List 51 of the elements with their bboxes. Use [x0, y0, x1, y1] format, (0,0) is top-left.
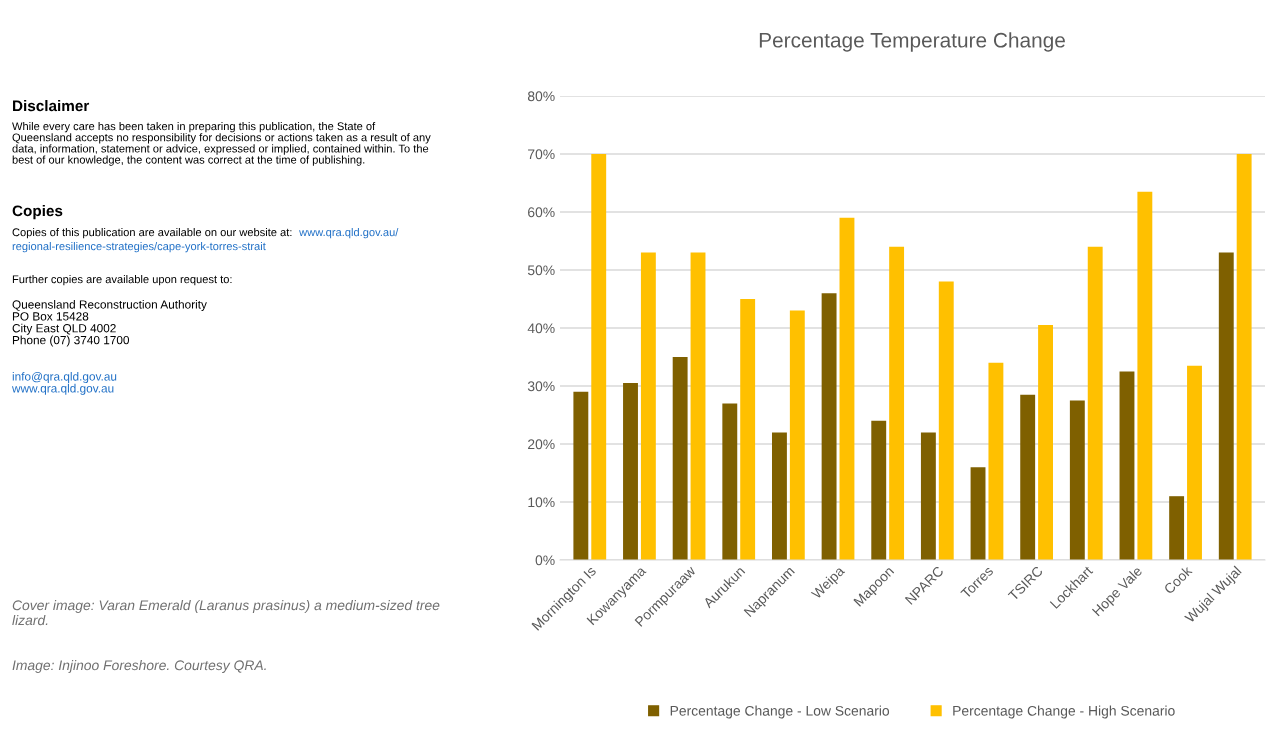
bar: [1087, 246, 1103, 560]
bar: [988, 362, 1004, 560]
bar: [1218, 252, 1234, 560]
bar: [672, 357, 688, 560]
y-tick-label: 50%: [527, 265, 555, 276]
bar: [1236, 154, 1252, 560]
bar: [623, 383, 638, 560]
bar: [839, 217, 855, 560]
text: Image: Injinoo Foreshore. Courtesy QRA.: [12, 660, 266, 673]
text: Disclaimer: [13, 100, 90, 112]
y-tick-label: 0%: [535, 555, 555, 566]
bar: [1038, 325, 1053, 560]
text: Copies of this publication are available on our website at:: [12, 228, 292, 239]
bar: [690, 252, 706, 560]
bar: [938, 281, 954, 560]
text: www.qra.qld.gov.au/: [299, 228, 399, 239]
y-tick-label: 40%: [527, 323, 555, 334]
text: Further copies are available upon request to:: [12, 275, 232, 286]
bar: [640, 252, 656, 560]
y-tick-label: 30%: [527, 381, 555, 392]
bar: [821, 293, 837, 560]
bar: [1187, 365, 1202, 560]
y-tick-label: 60%: [528, 207, 555, 218]
text: regional-resilience-strategies/cape-york-torres-strait: [12, 242, 266, 253]
bar: [871, 420, 887, 560]
legend-label: Percentage Change - High Scenario: [953, 705, 1175, 719]
y-tick-label: 10%: [528, 497, 555, 508]
bar: [722, 403, 738, 560]
bar: [740, 299, 756, 560]
y-tick-label: 80%: [527, 91, 555, 102]
chart-title: Percentage Temperature Change: [759, 32, 1065, 52]
text: Queensland Reconstruction Authority PO Box 15428 City East QLD 4002 Phone (07) 3740 1700: [12, 300, 207, 347]
y-tick-label: 70%: [528, 149, 555, 160]
bar: [591, 154, 607, 560]
bar: [920, 432, 936, 560]
text: info@qra.qld.gov.au www.qra.qld.gov.au: [11, 372, 117, 395]
legend-label: Percentage Change - Low Scenario: [670, 705, 890, 719]
text: Copies: [12, 205, 63, 220]
text: Cover image: Varan Emerald (Laranus prasinus) a medium-sized tree lizard.: [12, 600, 440, 626]
bar: [1020, 394, 1036, 560]
text: While every care has been taken in preparing this publication, the State of Queensland accepts no responsibility for decisions or actions taken as a result of any data, information, statement or advice, expressed or implied, contained within. To the best of our knowledge, the content was correct at the time of publishing.: [12, 122, 431, 166]
bar: [573, 391, 589, 560]
bar: [772, 432, 787, 560]
bar: [889, 246, 905, 560]
bar: [970, 467, 986, 560]
bar: [1119, 371, 1135, 560]
bar: [1069, 400, 1085, 560]
bar: [789, 310, 805, 560]
bar: [1137, 191, 1153, 560]
bar: [1169, 496, 1185, 560]
y-tick-label: 20%: [528, 439, 555, 450]
